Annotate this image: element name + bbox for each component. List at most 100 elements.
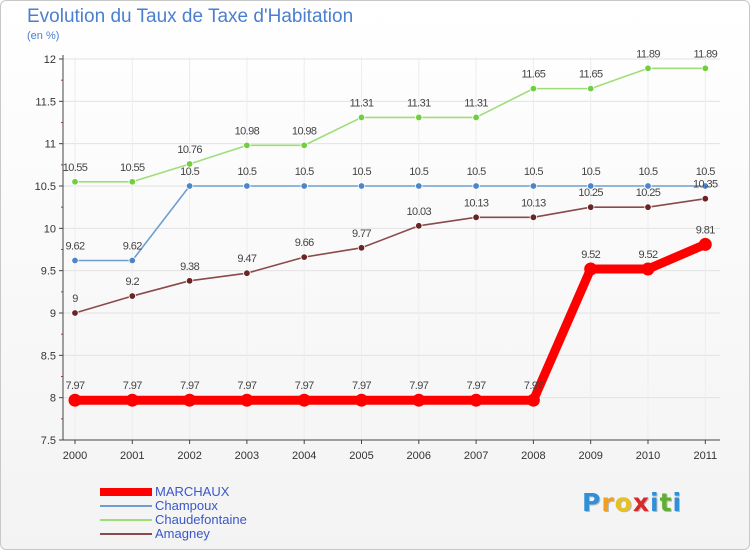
data-point-marchaux: [355, 393, 368, 407]
series-layer: [68, 64, 712, 407]
data-point-champoux: [415, 182, 423, 190]
data-label-amagney: 10.25: [578, 187, 603, 199]
data-point-amagney: [128, 292, 136, 300]
data-point-amagney: [300, 253, 308, 261]
series-amagney: [71, 194, 709, 317]
data-label-amagney: 10.13: [521, 197, 546, 209]
x-tick-label: 2009: [578, 450, 602, 462]
data-point-amagney: [185, 277, 194, 285]
data-label-champoux: 9.62: [65, 241, 84, 253]
data-point-marchaux: [698, 237, 712, 251]
y-tick-label: 10: [44, 223, 56, 235]
data-label-marchaux: 7.97: [295, 380, 314, 392]
data-point-chaudefontaine: [71, 178, 79, 186]
data-label-chaudefontaine: 10.76: [177, 144, 202, 156]
data-label-chaudefontaine: 10.55: [63, 162, 88, 174]
data-label-chaudefontaine: 11.89: [693, 48, 717, 60]
series-chaudefontaine: [71, 64, 709, 186]
legend-swatch-marchaux: [100, 488, 152, 496]
data-point-champoux: [644, 182, 652, 190]
data-point-marchaux: [183, 393, 197, 407]
data-point-amagney: [472, 213, 480, 222]
grid: [63, 57, 720, 441]
data-point-amagney: [529, 213, 538, 222]
data-point-amagney: [701, 194, 709, 203]
brand-logo-letter: x: [632, 488, 650, 517]
data-label-amagney: 9.47: [237, 253, 256, 265]
data-label-marchaux: 7.97: [524, 380, 543, 392]
data-label-amagney: 10.03: [407, 206, 432, 218]
data-point-chaudefontaine: [128, 178, 136, 186]
data-label-marchaux: 7.97: [180, 380, 199, 392]
data-point-champoux: [529, 182, 538, 190]
data-label-marchaux: 7.97: [467, 380, 486, 392]
legend-swatch-chaudefontaine: [100, 519, 152, 521]
y-tick-label: 9: [50, 308, 56, 320]
data-label-marchaux: 7.97: [409, 380, 428, 392]
x-tick-label: 2010: [636, 450, 660, 462]
brand-logo: Proxiti: [582, 488, 682, 517]
axes: 7.5 8 8.5 9 9.5 10 10.5 11 11.5 12 2000 2001 2002 200…: [35, 54, 720, 462]
data-point-chaudefontaine: [587, 84, 595, 93]
series-line-amagney: [74, 197, 707, 314]
data-label-champoux: 10.5: [237, 166, 256, 178]
data-label-marchaux: 7.97: [123, 380, 142, 392]
data-label-champoux: 9.62: [123, 241, 142, 253]
data-label-amagney: 9.38: [180, 261, 199, 273]
chart-subtitle: (en %): [27, 30, 60, 42]
data-point-marchaux: [240, 393, 254, 407]
legend-swatch-amagney: [100, 533, 152, 535]
data-point-chaudefontaine: [243, 141, 251, 150]
data-label-chaudefontaine: 10.55: [120, 162, 145, 174]
y-tick-label: 11.5: [35, 96, 56, 108]
data-labels: 7.97 7.97 7.97 7.97 7.97 7.97 7.97 7.97 7.97 9.52…: [63, 48, 719, 392]
y-tick-label: 11: [45, 139, 56, 151]
data-label-champoux: 10.5: [409, 166, 428, 178]
data-label-marchaux: 9.52: [638, 249, 657, 261]
brand-logo-letter: t: [659, 488, 673, 517]
legend-label-champoux: Champoux: [155, 498, 218, 513]
data-point-chaudefontaine: [300, 141, 308, 150]
data-point-marchaux: [641, 262, 655, 276]
x-tick-label: 2007: [464, 450, 488, 462]
data-label-amagney: 9.2: [126, 276, 140, 288]
data-point-champoux: [243, 182, 251, 190]
data-point-chaudefontaine: [415, 113, 423, 122]
x-tick-label: 2008: [521, 450, 545, 462]
data-label-marchaux: 7.97: [237, 380, 256, 392]
data-label-marchaux: 7.97: [65, 380, 84, 392]
x-tick-label: 2004: [292, 450, 316, 462]
brand-logo-letter: i: [650, 488, 660, 517]
series-line-marchaux: [70, 239, 710, 405]
y-tick-label: 7.5: [41, 435, 56, 447]
data-point-champoux: [587, 182, 595, 190]
data-point-marchaux: [68, 393, 82, 407]
data-label-champoux: 10.5: [524, 166, 543, 178]
data-point-chaudefontaine: [185, 160, 194, 168]
data-point-chaudefontaine: [357, 113, 366, 122]
data-point-amagney: [243, 269, 251, 277]
data-point-marchaux: [125, 393, 139, 407]
data-point-amagney: [644, 203, 652, 211]
data-point-champoux: [300, 182, 308, 190]
series-line-chaudefontaine: [74, 67, 707, 183]
data-label-chaudefontaine: 11.31: [407, 97, 431, 109]
data-point-chaudefontaine: [472, 113, 480, 122]
x-tick-label: 2001: [120, 450, 144, 462]
x-tick-label: 2006: [407, 450, 431, 462]
legend-swatch-champoux: [100, 505, 152, 507]
data-label-amagney: 9.66: [295, 237, 314, 249]
data-label-chaudefontaine: 11.31: [350, 97, 374, 109]
data-label-amagney: 10.35: [693, 179, 718, 191]
legend-label-marchaux: MARCHAUX: [155, 484, 230, 499]
data-label-champoux: 10.5: [581, 166, 600, 178]
series-marchaux: [68, 237, 712, 407]
brand-logo-letter: r: [601, 488, 615, 517]
data-point-champoux: [357, 182, 366, 190]
legend-label-chaudefontaine: Chaudefontaine: [155, 512, 247, 527]
data-point-marchaux: [526, 393, 540, 407]
brand-logo-letter: i: [672, 488, 683, 517]
y-tick-label: 12: [44, 54, 56, 66]
